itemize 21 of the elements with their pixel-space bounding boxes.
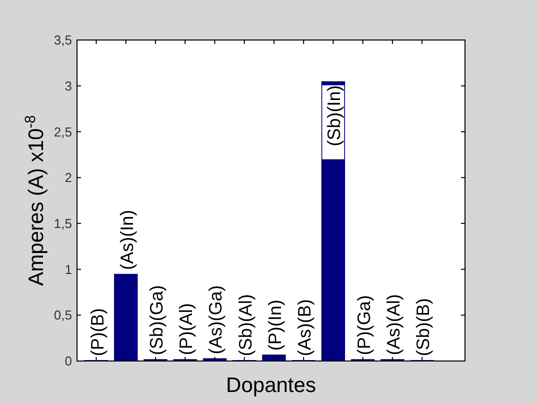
x-tick-label: (P)(B) — [87, 308, 108, 356]
x-axis-title: Dopantes — [226, 374, 316, 397]
x-tick-label: (P)(Al) — [176, 303, 196, 356]
y-tick-label: 2 — [64, 170, 72, 186]
x-tick-label: (P)(In) — [264, 300, 285, 351]
x-tick-label: (As)(B) — [294, 299, 315, 356]
y-tick-label: 0 — [64, 354, 72, 369]
x-tick-label: (As)(In) — [116, 210, 137, 270]
x-tick-label: (Sb)(B) — [413, 298, 434, 356]
y-tick-label: 0,5 — [54, 308, 72, 323]
y-tick-label: 2,5 — [54, 124, 72, 140]
y-tick-label: 1 — [64, 262, 72, 277]
y-tick-label: 3,5 — [54, 32, 72, 48]
x-tick-label: (Sb)(Ga) — [146, 285, 166, 356]
y-tick-label: 3 — [64, 78, 72, 94]
x-tick-label: (Sb)(In) — [324, 85, 344, 146]
x-tick-label: (Sb)(Al) — [235, 294, 256, 356]
x-tick-label: (As)(Ga) — [206, 285, 226, 354]
x-tick-label: (P)(Ga) — [354, 295, 374, 356]
y-tick-label: 1,5 — [54, 216, 72, 231]
x-tick-label: (As)(Al) — [383, 294, 404, 356]
